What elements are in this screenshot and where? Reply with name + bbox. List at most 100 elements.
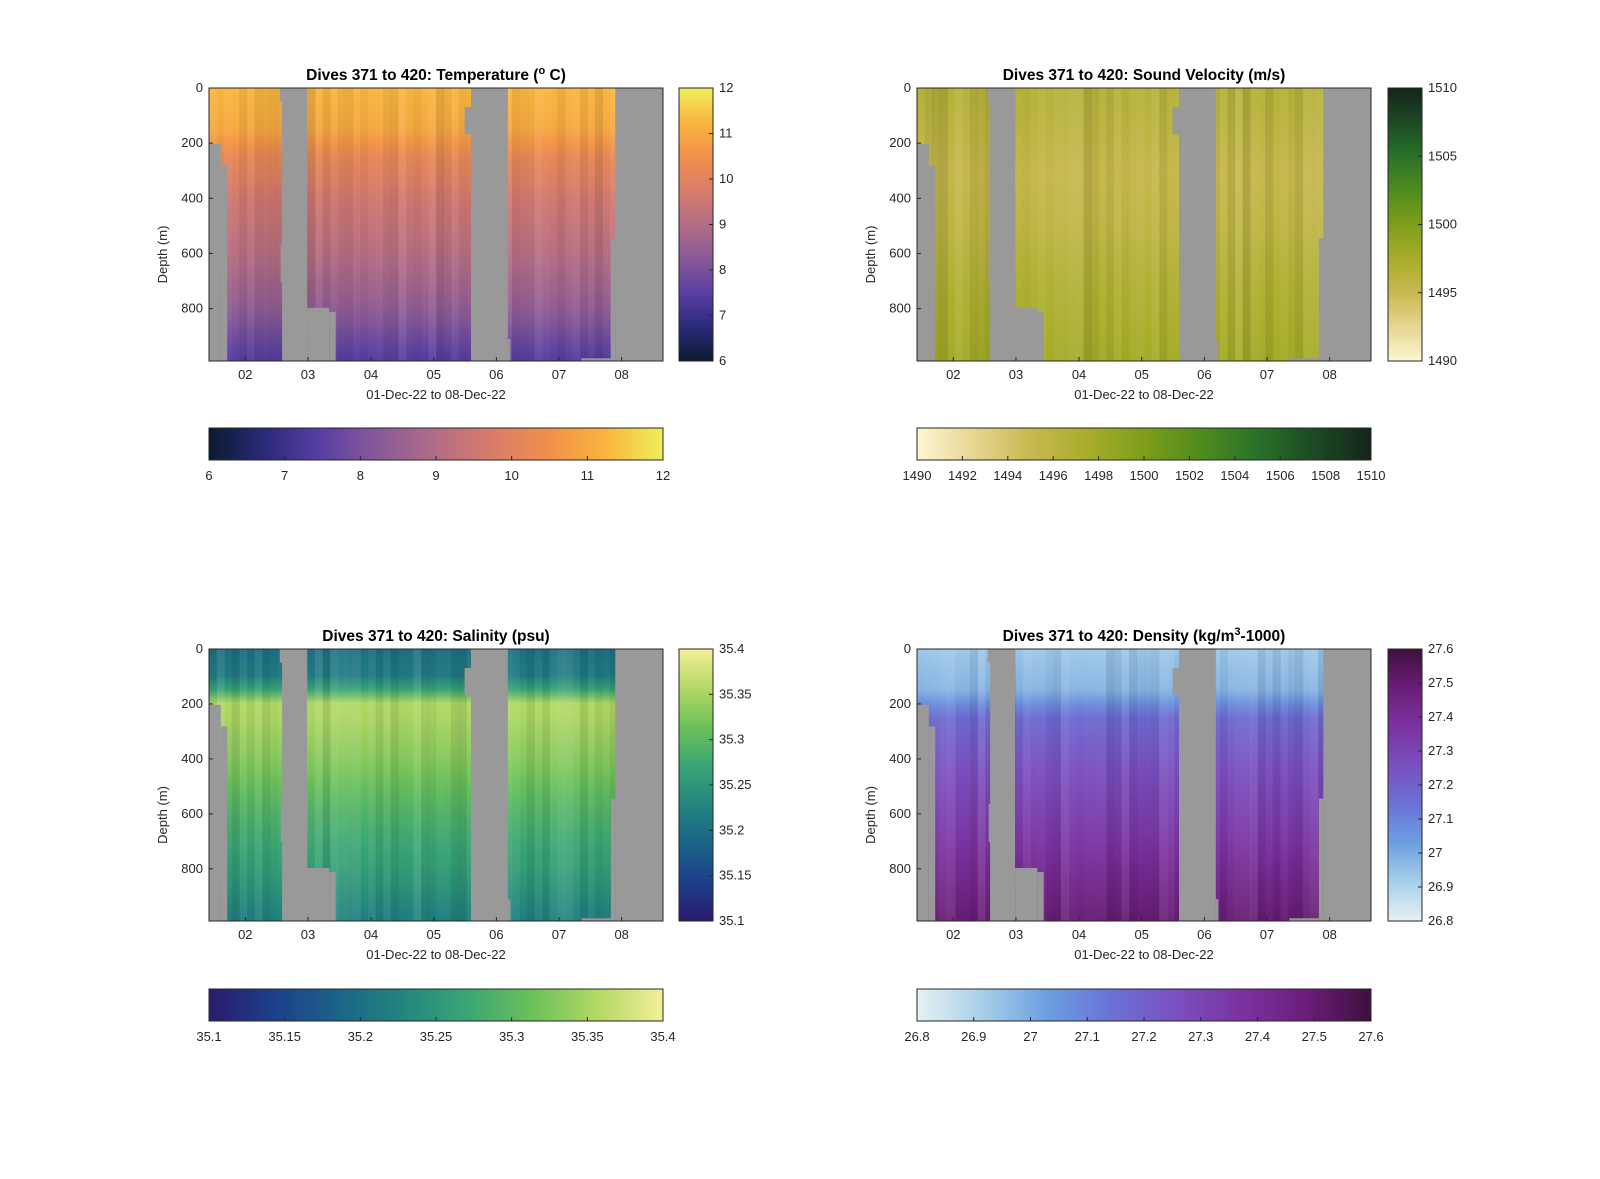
x-tick-label: 08 bbox=[1322, 927, 1336, 942]
title-superscript: o bbox=[538, 65, 545, 77]
nodata-region bbox=[1207, 657, 1210, 685]
dive-column bbox=[277, 88, 286, 361]
x-axis-label: 01-Dec-22 to 08-Dec-22 bbox=[1074, 387, 1213, 402]
dive-column bbox=[1242, 88, 1251, 361]
dive-column bbox=[977, 649, 986, 921]
nodata-region bbox=[480, 93, 485, 116]
dive-column bbox=[436, 88, 445, 361]
dive-column bbox=[1106, 88, 1115, 361]
dive-column bbox=[322, 88, 331, 361]
dive-column bbox=[1128, 649, 1137, 921]
y-tick-label: 800 bbox=[889, 301, 911, 316]
colorbar-tick-label: 8 bbox=[719, 262, 726, 277]
dive-column bbox=[254, 649, 263, 921]
dive-column bbox=[564, 649, 573, 921]
colorbar-h-tick-label: 1498 bbox=[1084, 468, 1113, 483]
dive-column bbox=[587, 649, 595, 921]
chart-panel-2: Dives 371 to 420: Sound Velocity (m/s)02… bbox=[863, 67, 1457, 483]
nodata-region bbox=[1359, 738, 1371, 921]
dive-column bbox=[458, 88, 467, 361]
colorbar-tick-label: 35.25 bbox=[719, 777, 752, 792]
colorbar-h-tick-label: 10 bbox=[504, 468, 518, 483]
colorbar-tick-label: 35.35 bbox=[719, 686, 752, 701]
colorbar-h-tick-label: 27.3 bbox=[1188, 1029, 1213, 1044]
colorbar-h-tick-label: 8 bbox=[357, 468, 364, 483]
colorbar-horizontal bbox=[916, 427, 1372, 461]
colorbar-tick-label: 27 bbox=[1428, 845, 1442, 860]
nodata-region bbox=[209, 704, 221, 921]
x-tick-label: 03 bbox=[301, 367, 315, 382]
dive-column bbox=[1136, 649, 1144, 921]
dive-column bbox=[451, 88, 460, 361]
colorbar-h-tick-label: 27.2 bbox=[1131, 1029, 1156, 1044]
colorbar-h-tick-label: 6 bbox=[205, 468, 212, 483]
colorbar-h-tick-label: 35.15 bbox=[268, 1029, 301, 1044]
colorbar-vertical bbox=[1387, 648, 1423, 922]
dive-column bbox=[262, 649, 271, 921]
dive-column bbox=[360, 88, 368, 361]
colorbar-h-tick-label: 35.1 bbox=[196, 1029, 221, 1044]
dive-column bbox=[603, 88, 611, 361]
nodata-region bbox=[1318, 238, 1324, 362]
dive-column bbox=[262, 88, 271, 361]
dive-column bbox=[1129, 88, 1137, 361]
dive-column bbox=[390, 649, 399, 921]
dive-column bbox=[1046, 649, 1054, 921]
dive-column bbox=[550, 88, 558, 361]
nodata-region bbox=[987, 88, 991, 102]
dive-column bbox=[314, 88, 323, 361]
colorbar-tick-label: 27.2 bbox=[1428, 777, 1453, 792]
colorbar-h-tick-label: 35.3 bbox=[499, 1029, 524, 1044]
colorbar-h-tick-label: 1506 bbox=[1266, 468, 1295, 483]
colorbar-h-tick-label: 27 bbox=[1023, 1029, 1037, 1044]
title-end: -1000) bbox=[1241, 628, 1286, 645]
dive-column bbox=[1121, 88, 1129, 361]
nodata-region bbox=[209, 144, 221, 361]
x-tick-label: 03 bbox=[1009, 927, 1023, 942]
axes-box bbox=[208, 87, 664, 362]
dive-column bbox=[511, 88, 520, 361]
dive-column bbox=[1166, 649, 1175, 921]
x-tick-label: 07 bbox=[552, 367, 566, 382]
dive-column bbox=[1159, 649, 1168, 921]
dive-column bbox=[1295, 88, 1304, 361]
x-tick-label: 04 bbox=[1072, 367, 1086, 382]
dive-column bbox=[406, 88, 414, 361]
dive-column bbox=[534, 649, 542, 921]
x-tick-label: 06 bbox=[489, 367, 503, 382]
dive-column bbox=[603, 649, 611, 921]
dive-column bbox=[541, 649, 550, 921]
dive-column bbox=[1091, 88, 1100, 361]
y-tick-label: 800 bbox=[889, 861, 911, 876]
dive-column bbox=[1302, 649, 1311, 921]
colorbar-tick-label: 26.9 bbox=[1428, 879, 1453, 894]
dive-column bbox=[367, 649, 376, 921]
nodata-region bbox=[621, 752, 631, 921]
nodata-region bbox=[329, 311, 336, 361]
colorbar-h-tick-label: 1510 bbox=[1357, 468, 1386, 483]
nodata-region bbox=[220, 165, 228, 361]
colorbar-tick-label: 35.15 bbox=[719, 868, 752, 883]
dive-column bbox=[1318, 649, 1327, 921]
x-tick-label: 04 bbox=[1072, 927, 1086, 942]
dive-column bbox=[345, 88, 354, 361]
dive-column bbox=[352, 649, 361, 921]
x-tick-label: 04 bbox=[364, 927, 378, 942]
dive-column bbox=[939, 649, 948, 921]
dive-column bbox=[1151, 88, 1160, 361]
dive-column bbox=[594, 649, 603, 921]
colorbar-horizontal bbox=[916, 988, 1372, 1022]
y-tick-label: 0 bbox=[196, 641, 203, 656]
y-tick-label: 400 bbox=[181, 190, 203, 205]
dive-column bbox=[232, 88, 240, 361]
nodata-region bbox=[499, 96, 502, 124]
colorbar-tick-label: 35.1 bbox=[719, 913, 744, 928]
x-tick-label: 02 bbox=[238, 927, 252, 942]
dive-column bbox=[1273, 88, 1281, 361]
colorbar-tick-label: 27.6 bbox=[1428, 641, 1453, 656]
colorbar-h-tick-label: 1492 bbox=[948, 468, 977, 483]
colorbar-tick-label: 27.3 bbox=[1428, 743, 1453, 758]
colorbar-h-tick-label: 26.9 bbox=[961, 1029, 986, 1044]
dive-column bbox=[398, 649, 406, 921]
y-tick-label: 600 bbox=[181, 245, 203, 260]
